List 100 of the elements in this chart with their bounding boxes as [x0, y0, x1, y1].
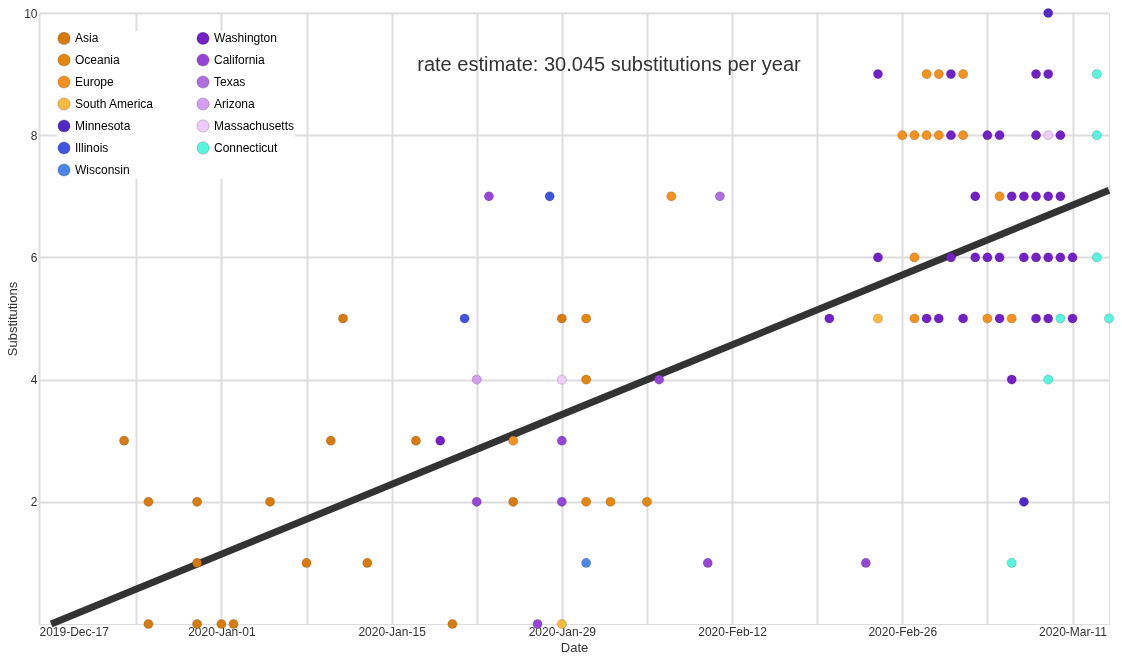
point	[143, 496, 154, 507]
point	[702, 557, 713, 568]
point	[508, 496, 519, 507]
point	[897, 130, 908, 141]
point	[994, 313, 1005, 324]
point	[143, 619, 154, 629]
point	[508, 435, 519, 446]
point	[921, 69, 932, 80]
y-tick-label: 8	[30, 128, 38, 143]
legend-label: Texas	[214, 75, 246, 89]
x-tick-label: 2020-Jan-01	[188, 624, 256, 639]
point	[872, 69, 883, 80]
legend-label: Wisconsin	[75, 163, 130, 177]
point	[1006, 191, 1017, 202]
point	[641, 496, 652, 507]
point	[581, 496, 592, 507]
x-tick-label: 2020-Feb-26	[868, 624, 938, 639]
x-tick-label: 2020-Jan-29	[528, 624, 597, 639]
point	[921, 130, 932, 141]
point	[654, 374, 665, 385]
point	[1043, 313, 1054, 324]
point	[1031, 69, 1042, 80]
point	[958, 130, 969, 141]
annotation: rate estimate: 30.045 substitutions per year	[417, 53, 802, 75]
point	[471, 374, 482, 385]
point	[933, 69, 944, 80]
y-tick-label: 10	[24, 6, 38, 21]
point	[1043, 130, 1054, 141]
point	[435, 435, 446, 446]
point	[544, 191, 555, 202]
point	[982, 313, 993, 324]
point	[1055, 191, 1066, 202]
y-tick-label: 4	[30, 373, 38, 388]
point	[581, 557, 592, 568]
point	[1018, 496, 1029, 507]
point	[325, 435, 336, 446]
point	[556, 374, 567, 385]
point	[459, 313, 470, 324]
point	[1006, 313, 1017, 324]
y-axis-title: Substitutions	[5, 281, 21, 357]
point	[909, 313, 920, 324]
point	[714, 191, 725, 202]
point	[1067, 252, 1078, 263]
point	[933, 130, 944, 141]
point	[970, 252, 981, 263]
legend-label: Illinois	[75, 141, 109, 155]
point	[1031, 313, 1042, 324]
legend-label: Asia	[75, 31, 99, 46]
point	[1006, 557, 1017, 568]
point	[970, 191, 981, 202]
point	[1055, 252, 1066, 263]
point	[1043, 252, 1054, 263]
x-tick-label: 2019-Dec-17	[39, 624, 110, 639]
point	[1043, 8, 1054, 18]
legend-label: Europe	[75, 75, 115, 89]
point	[556, 496, 567, 507]
y-tick-label: 6	[30, 250, 38, 265]
point	[872, 252, 883, 263]
point	[581, 374, 592, 385]
x-axis-title: Date	[560, 639, 589, 655]
point	[1055, 130, 1066, 141]
point	[1018, 252, 1029, 263]
point	[447, 619, 458, 629]
point	[958, 69, 969, 80]
point	[581, 313, 592, 324]
point	[556, 435, 567, 446]
point	[982, 252, 993, 263]
point	[1103, 313, 1115, 324]
point	[192, 496, 203, 507]
point	[1031, 252, 1042, 263]
point	[1091, 252, 1102, 263]
point	[483, 191, 494, 202]
point	[1043, 69, 1054, 80]
point	[994, 252, 1005, 263]
point	[860, 557, 871, 568]
legend-label: California	[214, 53, 266, 67]
point	[933, 313, 944, 324]
point	[1091, 69, 1102, 80]
legend-label: South America	[75, 97, 154, 111]
point	[872, 313, 883, 324]
point	[982, 130, 993, 141]
point	[945, 130, 956, 141]
y-tick-label: 2	[30, 495, 38, 510]
point	[362, 557, 373, 568]
point	[556, 313, 567, 324]
legend-label: Connecticut	[214, 141, 279, 155]
point	[1031, 130, 1042, 141]
point	[1067, 313, 1078, 324]
point	[1018, 191, 1029, 202]
legend-label: Washington	[214, 31, 277, 46]
point	[119, 435, 130, 446]
point	[921, 313, 932, 324]
point	[994, 130, 1005, 141]
legend-label: Minnesota	[75, 119, 131, 133]
point	[1043, 374, 1054, 385]
point	[945, 252, 956, 263]
point	[192, 557, 203, 568]
point	[666, 191, 677, 202]
point	[994, 191, 1005, 202]
point	[1043, 191, 1054, 202]
